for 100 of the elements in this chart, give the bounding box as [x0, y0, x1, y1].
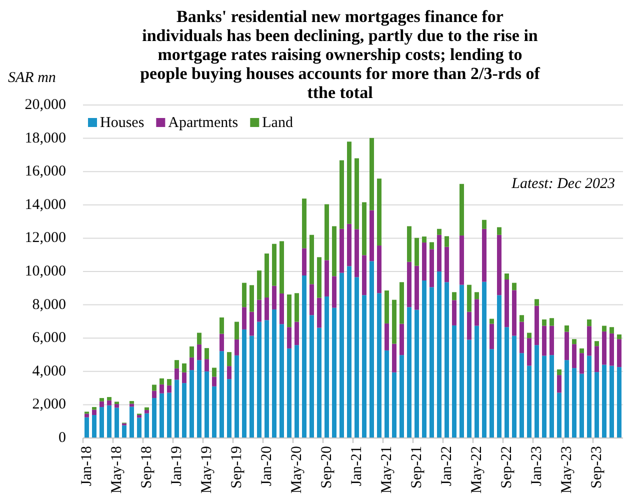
- bar: [114, 402, 119, 404]
- bar: [587, 319, 592, 326]
- x-tick-label: May-18: [108, 446, 125, 494]
- bar: [302, 275, 306, 438]
- bar: [580, 348, 584, 354]
- x-tick-label: Jan-18: [78, 446, 95, 486]
- bar: [84, 417, 89, 438]
- x-tick-label: Sep-21: [408, 446, 425, 488]
- bar: [392, 372, 396, 438]
- bar: [107, 400, 112, 406]
- bar: [212, 386, 216, 438]
- bar: [250, 312, 254, 336]
- bar: [220, 334, 224, 352]
- bar: [617, 334, 622, 340]
- bar: [287, 348, 292, 438]
- bar: [287, 294, 292, 328]
- bar: [317, 257, 322, 298]
- bar: [302, 198, 306, 248]
- bar: [92, 407, 96, 410]
- bar: [534, 306, 539, 346]
- bar: [534, 345, 539, 438]
- bar: [220, 317, 224, 334]
- bar: [317, 298, 322, 328]
- bar: [324, 204, 329, 260]
- bar: [182, 363, 186, 372]
- bar: [100, 398, 104, 402]
- bar: [264, 297, 269, 320]
- bar: [167, 379, 172, 386]
- bar: [430, 249, 434, 288]
- bar: [204, 348, 209, 360]
- bar: [324, 296, 329, 438]
- bar: [294, 345, 299, 438]
- bar: [400, 355, 404, 438]
- bar: [377, 293, 382, 438]
- bar: [564, 360, 569, 438]
- bar: [227, 366, 232, 380]
- bar: [280, 324, 284, 438]
- bar: [332, 308, 336, 438]
- bar: [242, 307, 246, 330]
- bar: [152, 390, 156, 398]
- bar: [100, 401, 104, 408]
- bar: [504, 274, 509, 280]
- bar: [407, 307, 412, 438]
- bar: [594, 372, 599, 438]
- bar: [242, 329, 246, 438]
- x-tick-label: Jan-20: [258, 446, 275, 486]
- bar: [340, 228, 344, 273]
- bar: [167, 385, 172, 393]
- bar: [512, 336, 516, 438]
- bar: [152, 384, 156, 391]
- bar: [490, 349, 494, 438]
- bar: [160, 384, 164, 394]
- bar: [467, 340, 472, 438]
- bar: [182, 383, 186, 438]
- bar: [377, 246, 382, 294]
- bar: [362, 202, 366, 256]
- bar: [452, 300, 456, 326]
- y-tick-label: 14,000: [24, 196, 66, 213]
- x-tick-label: Sep-23: [588, 446, 605, 488]
- bar: [242, 282, 246, 308]
- bar: [384, 350, 389, 438]
- bar: [474, 299, 479, 326]
- bar: [497, 234, 502, 296]
- bar: [220, 351, 224, 438]
- bar: [197, 344, 202, 360]
- bar: [114, 408, 119, 438]
- chart-title: Banks' residential new mortgages finance for individuals has been declining, partly due to the rise in mortgage rates raising ownership costs; lending to people buying houses accounts for more than 2/3-rds of tthe total: [140, 7, 540, 102]
- bar: [430, 242, 434, 250]
- bar: [564, 332, 569, 360]
- bar: [407, 262, 412, 308]
- bar: [482, 228, 486, 282]
- bar: [354, 229, 359, 278]
- bar: [347, 266, 352, 438]
- bar: [324, 260, 329, 296]
- bar: [182, 372, 186, 384]
- bar: [107, 397, 112, 400]
- bar: [227, 352, 232, 366]
- bar: [527, 366, 532, 438]
- bar: [407, 226, 412, 262]
- bar: [340, 160, 344, 229]
- x-tick-label: May-21: [378, 446, 395, 494]
- y-tick-label: 2,000: [32, 396, 66, 413]
- bar: [444, 246, 449, 282]
- bar: [160, 393, 164, 438]
- bar: [587, 356, 592, 438]
- bar: [107, 405, 112, 438]
- bar: [444, 236, 449, 247]
- bar: [257, 270, 262, 300]
- bar: [190, 357, 194, 370]
- bar: [602, 364, 606, 438]
- bar: [392, 344, 396, 372]
- bar: [174, 368, 179, 380]
- bar: [512, 282, 516, 290]
- bar: [310, 234, 314, 284]
- bar: [520, 353, 524, 438]
- bar: [294, 293, 299, 322]
- bar: [167, 392, 172, 438]
- bar: [490, 324, 494, 350]
- bar: [444, 282, 449, 438]
- bar: [317, 328, 322, 438]
